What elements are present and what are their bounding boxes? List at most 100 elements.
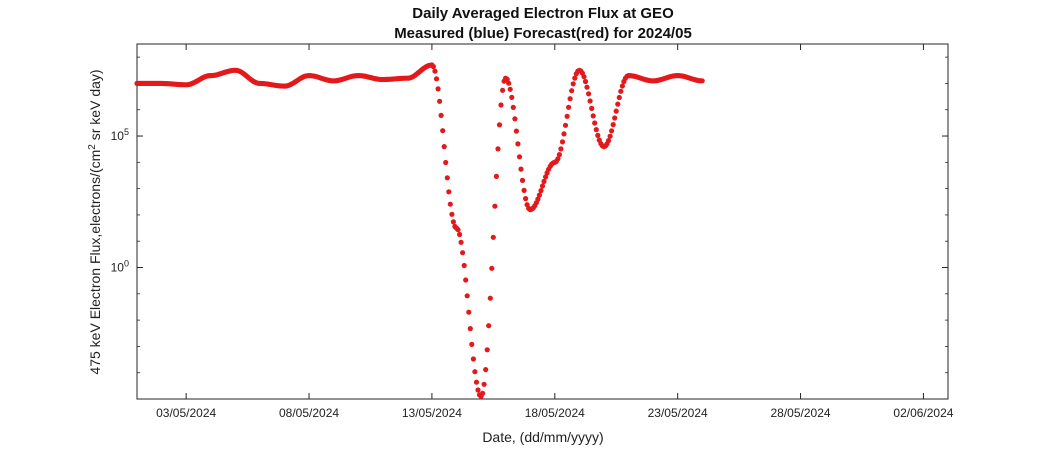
forecast-point bbox=[535, 196, 541, 202]
forecast-point bbox=[430, 64, 436, 70]
forecast-point bbox=[507, 86, 513, 92]
forecast-point bbox=[512, 116, 518, 122]
forecast-point bbox=[513, 128, 520, 134]
forecast-point bbox=[457, 231, 463, 238]
forecast-point bbox=[536, 192, 543, 198]
x-tick-label: 08/05/2024 bbox=[279, 406, 339, 420]
forecast-point bbox=[566, 104, 572, 110]
forecast-point bbox=[486, 323, 492, 329]
forecast-point bbox=[618, 88, 624, 94]
forecast-point bbox=[589, 105, 595, 111]
forecast-point bbox=[509, 94, 515, 100]
forecast-point bbox=[484, 347, 490, 353]
forecast-point bbox=[493, 173, 499, 179]
forecast-point bbox=[559, 139, 566, 145]
forecast-point bbox=[516, 154, 523, 160]
y-axis: 105 100 bbox=[111, 56, 948, 400]
forecast-point bbox=[495, 146, 501, 152]
forecast-point bbox=[616, 94, 622, 101]
forecast-point bbox=[523, 196, 529, 202]
forecast-point bbox=[518, 166, 524, 172]
forecast-point bbox=[582, 78, 589, 85]
forecast-point bbox=[619, 83, 626, 89]
forecast-point bbox=[521, 187, 527, 193]
forecast-point bbox=[570, 81, 576, 87]
forecast-point bbox=[475, 387, 481, 393]
forecast-point bbox=[539, 183, 546, 189]
forecast-series bbox=[134, 62, 705, 399]
forecast-point bbox=[555, 156, 561, 162]
forecast-point bbox=[586, 91, 592, 97]
x-tick-label: 02/06/2024 bbox=[893, 406, 953, 420]
forecast-point bbox=[567, 96, 573, 102]
forecast-point bbox=[613, 108, 619, 114]
forecast-point bbox=[607, 133, 613, 139]
x-tick-label: 03/05/2024 bbox=[156, 406, 216, 420]
forecast-point bbox=[438, 112, 444, 118]
forecast-point bbox=[441, 144, 447, 150]
forecast-point bbox=[470, 356, 476, 362]
forecast-point bbox=[569, 88, 575, 94]
forecast-point bbox=[500, 87, 506, 93]
forecast-point bbox=[615, 101, 621, 107]
x-tick-label: 13/05/2024 bbox=[402, 406, 462, 420]
forecast-point bbox=[612, 115, 618, 121]
forecast-point bbox=[515, 141, 521, 147]
y-tick-label: 105 bbox=[111, 127, 129, 143]
chart-subtitle: Measured (blue) Forecast(red) for 2024/0… bbox=[394, 25, 692, 42]
forecast-point bbox=[440, 128, 446, 134]
forecast-point bbox=[461, 262, 467, 269]
forecast-point bbox=[592, 120, 598, 126]
forecast-point bbox=[496, 122, 503, 128]
forecast-point bbox=[443, 159, 449, 166]
x-axis-label: Date, (dd/mm/yyyy) bbox=[482, 429, 603, 445]
forecast-point bbox=[610, 122, 616, 128]
forecast-point bbox=[605, 138, 612, 144]
forecast-point bbox=[590, 113, 596, 119]
forecast-point bbox=[699, 78, 705, 84]
forecast-point bbox=[561, 131, 567, 137]
forecast-point bbox=[463, 277, 469, 283]
forecast-point bbox=[609, 128, 615, 134]
forecast-point bbox=[449, 211, 455, 217]
forecast-point bbox=[432, 68, 438, 74]
forecast-point bbox=[450, 219, 456, 225]
forecast-point bbox=[469, 341, 475, 347]
forecast-point bbox=[487, 295, 493, 301]
x-tick-label: 23/05/2024 bbox=[648, 406, 708, 420]
x-tick-label: 18/05/2024 bbox=[525, 406, 585, 420]
forecast-point bbox=[584, 84, 590, 90]
forecast-point bbox=[541, 178, 547, 184]
forecast-point bbox=[444, 175, 450, 181]
forecast-point bbox=[466, 309, 472, 315]
forecast-point bbox=[562, 122, 569, 128]
forecast-point bbox=[492, 203, 498, 209]
x-tick-label: 28/05/2024 bbox=[771, 406, 831, 420]
chart-title: Daily Averaged Electron Flux at GEO bbox=[412, 5, 674, 22]
forecast-point bbox=[543, 174, 549, 180]
forecast-point bbox=[498, 102, 504, 108]
forecast-point bbox=[472, 369, 478, 375]
forecast-point bbox=[489, 265, 495, 271]
forecast-point bbox=[587, 98, 593, 104]
forecast-point bbox=[458, 239, 464, 245]
plot-frame bbox=[136, 43, 949, 400]
forecast-point bbox=[464, 293, 470, 299]
forecast-point bbox=[556, 152, 563, 158]
forecast-point bbox=[564, 113, 570, 119]
forecast-point bbox=[446, 189, 452, 195]
forecast-point bbox=[490, 234, 496, 240]
forecast-point bbox=[519, 177, 526, 183]
forecast-point bbox=[572, 75, 578, 81]
forecast-point bbox=[480, 390, 486, 396]
forecast-point bbox=[455, 227, 461, 233]
forecast-point bbox=[483, 367, 489, 373]
forecast-point bbox=[510, 104, 516, 110]
forecast-point bbox=[481, 381, 487, 387]
forecast-point bbox=[435, 86, 441, 92]
forecast-point bbox=[467, 326, 473, 332]
y-axis-label: 475 keV Electron Flux,electrons/(cm2 sr … bbox=[87, 69, 104, 374]
forecast-point bbox=[558, 146, 564, 152]
forecast-point bbox=[473, 379, 480, 385]
